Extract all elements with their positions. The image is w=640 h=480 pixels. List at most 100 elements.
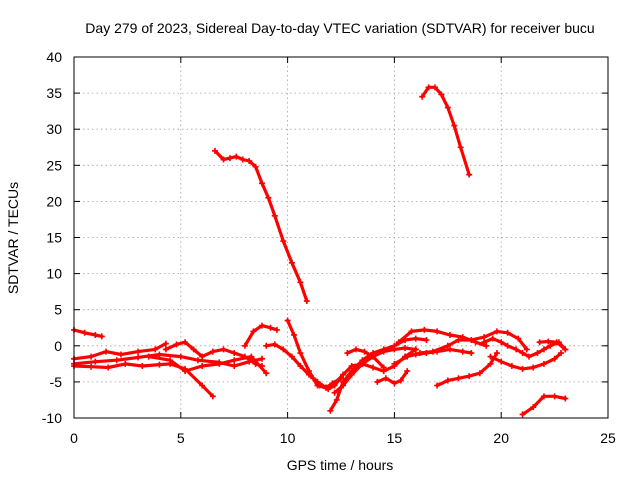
data-point bbox=[446, 331, 453, 338]
data-point bbox=[558, 350, 565, 357]
data-point bbox=[231, 363, 238, 370]
data-point bbox=[331, 382, 338, 389]
data-point bbox=[359, 360, 366, 367]
data-point bbox=[455, 337, 462, 344]
data-point bbox=[258, 180, 265, 187]
data-point bbox=[280, 238, 287, 245]
y-tick-label: 30 bbox=[46, 121, 62, 137]
data-point bbox=[459, 348, 466, 355]
data-point bbox=[263, 370, 270, 377]
x-tick-label: 0 bbox=[70, 430, 78, 446]
data-point bbox=[493, 350, 500, 357]
data-point bbox=[135, 354, 142, 361]
data-point bbox=[498, 358, 505, 365]
data-point bbox=[220, 346, 227, 353]
data-point bbox=[423, 350, 430, 357]
data-point bbox=[444, 104, 451, 111]
data-point bbox=[457, 144, 464, 151]
data-point bbox=[519, 411, 526, 418]
data-point bbox=[167, 357, 174, 364]
data-point bbox=[348, 371, 355, 378]
data-point bbox=[271, 341, 278, 348]
data-point bbox=[216, 360, 223, 367]
data-point bbox=[105, 364, 112, 371]
data-point bbox=[135, 348, 142, 355]
data-point bbox=[504, 329, 511, 336]
data-point bbox=[540, 346, 547, 353]
data-point bbox=[459, 334, 466, 341]
y-axis-label: SDTVAR / TECUs bbox=[5, 182, 21, 294]
data-point bbox=[162, 340, 169, 347]
data-point bbox=[551, 355, 558, 362]
data-point bbox=[402, 344, 409, 351]
data-point bbox=[344, 350, 351, 357]
data-point bbox=[487, 360, 494, 367]
data-point bbox=[145, 353, 152, 360]
data-point bbox=[325, 386, 332, 393]
data-point bbox=[508, 363, 515, 370]
y-tick-label: -5 bbox=[50, 374, 63, 390]
data-point bbox=[370, 353, 377, 360]
data-point bbox=[305, 368, 312, 375]
data-point bbox=[199, 382, 206, 389]
data-point bbox=[370, 364, 377, 371]
data-point bbox=[380, 364, 387, 371]
data-point bbox=[226, 155, 233, 162]
data-point bbox=[182, 368, 189, 375]
data-point bbox=[258, 322, 265, 329]
data-point bbox=[252, 163, 259, 170]
data-point bbox=[498, 339, 505, 346]
y-tick-label: 40 bbox=[46, 49, 62, 65]
data-point bbox=[209, 348, 216, 355]
data-point bbox=[173, 341, 180, 348]
data-point bbox=[446, 346, 453, 353]
data-point bbox=[421, 326, 428, 333]
data-point bbox=[190, 346, 197, 353]
data-point bbox=[273, 326, 280, 333]
data-point bbox=[408, 328, 415, 335]
data-point bbox=[297, 363, 304, 370]
data-point bbox=[310, 375, 317, 382]
data-point bbox=[156, 351, 163, 358]
data-point bbox=[397, 377, 404, 384]
data-point bbox=[434, 328, 441, 335]
x-tick-label: 10 bbox=[280, 430, 296, 446]
y-tick-label: 20 bbox=[46, 193, 62, 209]
data-point bbox=[177, 353, 184, 360]
data-point bbox=[327, 407, 334, 414]
data-point bbox=[540, 393, 547, 400]
data-point bbox=[402, 353, 409, 360]
data-point bbox=[419, 93, 426, 100]
data-point bbox=[412, 346, 419, 353]
data-point bbox=[241, 342, 248, 349]
data-point bbox=[391, 380, 398, 387]
data-point bbox=[481, 339, 488, 346]
data-point bbox=[515, 335, 522, 342]
data-point bbox=[211, 147, 218, 154]
series-line-trace-a bbox=[213, 149, 309, 303]
data-point bbox=[472, 339, 479, 346]
data-point bbox=[117, 351, 124, 358]
data-point bbox=[553, 339, 560, 346]
data-point bbox=[536, 339, 543, 346]
data-point bbox=[444, 377, 451, 384]
data-point bbox=[476, 370, 483, 377]
data-point bbox=[391, 360, 398, 367]
data-point bbox=[284, 317, 291, 324]
data-point bbox=[248, 353, 255, 360]
data-point bbox=[194, 357, 201, 364]
data-point bbox=[530, 364, 537, 371]
data-point bbox=[246, 157, 253, 164]
x-tick-label: 5 bbox=[177, 430, 185, 446]
data-point bbox=[340, 382, 347, 389]
data-point bbox=[451, 122, 458, 129]
data-point bbox=[297, 279, 304, 286]
data-point bbox=[152, 346, 159, 353]
data-point bbox=[303, 298, 310, 305]
data-point bbox=[540, 360, 547, 367]
data-point bbox=[297, 350, 304, 357]
data-point bbox=[291, 331, 298, 338]
series-layer bbox=[71, 84, 569, 418]
data-point bbox=[545, 338, 552, 345]
y-tick-label: 10 bbox=[46, 266, 62, 282]
